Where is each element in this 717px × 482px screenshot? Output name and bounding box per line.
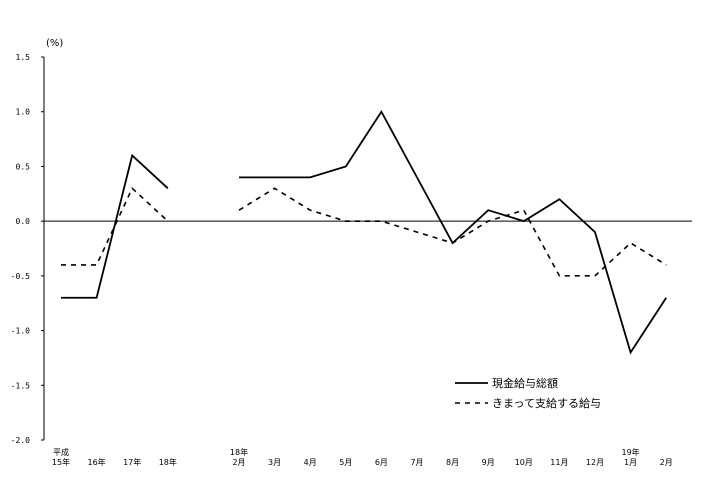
x-tick-label-top: 18年	[230, 447, 248, 457]
x-tick-label: 2月	[660, 458, 673, 467]
series-line-2	[61, 186, 169, 266]
axes	[41, 56, 692, 441]
y-tick-label: 0.5	[16, 162, 31, 171]
y-tick-label: 0.0	[16, 217, 31, 226]
x-tick-label-top: 19年	[622, 447, 640, 457]
y-tick-labels: 1.5 1.0 0.5 0.0 -0.5 -1.0 -1.5 -2.0	[11, 53, 30, 445]
series-line-2	[238, 187, 667, 277]
y-tick-label: 1.0	[16, 108, 31, 117]
series-lines	[61, 109, 667, 355]
x-tick-label: 17年	[123, 457, 141, 467]
series-line-1	[239, 109, 667, 355]
y-tick-label: -2.0	[11, 436, 30, 445]
x-tick-label: 11月	[550, 458, 568, 467]
x-tick-label-top: 平成	[53, 447, 69, 457]
x-tick-label: 3月	[268, 458, 281, 467]
x-tick-label: 5月	[339, 458, 352, 467]
x-tick-label: 12月	[586, 458, 604, 467]
x-tick-label: 18年	[159, 457, 177, 467]
x-tick-label: 2月	[232, 458, 245, 467]
x-tick-label: 9月	[482, 458, 495, 467]
y-tick-label: 1.5	[16, 53, 31, 62]
x-tick-label: 6月	[375, 458, 388, 467]
legend-label: きまって支給する給与	[492, 396, 601, 410]
y-unit-label: (%)	[46, 38, 63, 49]
y-tick-label: -0.5	[11, 272, 30, 281]
x-tick-label: 10月	[515, 458, 533, 467]
series-line-1	[61, 153, 169, 299]
x-tick-label: 7月	[410, 458, 423, 467]
x-tick-label: 15年	[52, 457, 70, 467]
x-tick-label: 8月	[446, 458, 459, 467]
legend-label: 現金給与総額	[492, 376, 558, 390]
x-tick-label: 16年	[88, 457, 106, 467]
y-tick-label: -1.5	[11, 381, 30, 390]
x-tick-label: 1月	[624, 458, 637, 467]
x-tick-label: 4月	[304, 458, 317, 467]
y-tick-label: -1.0	[11, 327, 30, 336]
